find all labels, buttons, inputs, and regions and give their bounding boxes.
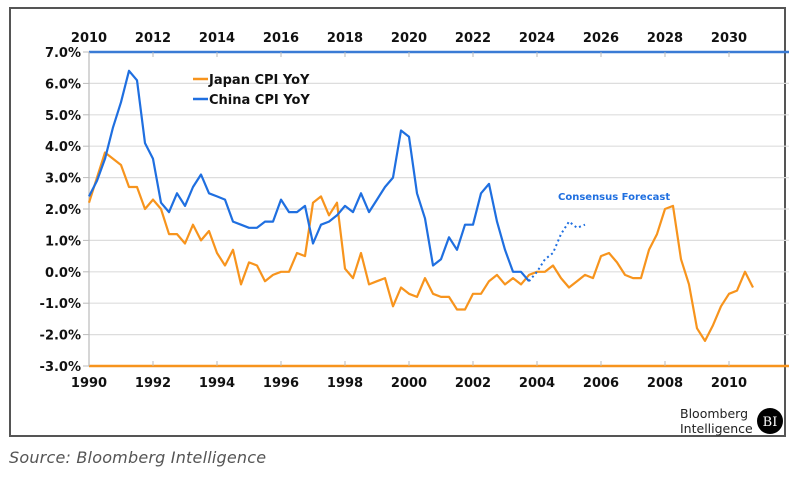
- y-tick-label: -1.0%: [40, 297, 81, 312]
- chart-frame: [9, 7, 786, 437]
- x-top-tick-label: 2026: [583, 31, 619, 46]
- y-tick-label: 5.0%: [45, 109, 81, 124]
- x-bottom-tick-label: 1998: [327, 376, 363, 391]
- bloomberg-logo: Bloomberg Intelligence BI: [680, 406, 783, 436]
- x-bottom-tick-label: 2000: [391, 376, 427, 391]
- forecast-annotation: Consensus Forecast: [558, 192, 670, 203]
- x-bottom-tick-label: 1992: [135, 376, 171, 391]
- x-top-tick-label: 2028: [647, 31, 683, 46]
- x-top-tick-label: 2018: [327, 31, 363, 46]
- y-tick-label: 3.0%: [45, 172, 81, 187]
- bi-badge-text: BI: [763, 415, 778, 430]
- x-bottom-tick-label: 2008: [647, 376, 683, 391]
- series-group: [87, 69, 754, 342]
- legend-label-china: China CPI YoY: [209, 93, 310, 108]
- y-axis: 7.0% 6.0% 5.0% 4.0% 3.0% 2.0% 1.0% 0.0% -1.0% -2.…: [40, 46, 89, 375]
- legend: Japan CPI YoY China CPI YoY: [193, 73, 310, 108]
- x-bottom-tick-label: 2006: [583, 376, 619, 391]
- y-tick-label: 0.0%: [45, 266, 81, 281]
- x-top-tick-label: 2022: [455, 31, 491, 46]
- y-tick-label: 7.0%: [45, 46, 81, 61]
- y-tick-label: 2.0%: [45, 203, 81, 218]
- y-tick-label: -3.0%: [40, 360, 81, 375]
- series-line-china-cpi-yoy: [88, 69, 530, 282]
- x-axis-top: 2010 2012 2014 2016 2018 2020 2022 2024 2026 2028…: [71, 31, 747, 57]
- x-bottom-tick-label: 2004: [519, 376, 555, 391]
- series-line-china-cpi-consensus-forecast: [528, 220, 586, 282]
- series-line-japan-cpi-yoy: [87, 151, 754, 342]
- x-top-tick-label: 2024: [519, 31, 555, 46]
- x-top-tick-label: 2016: [263, 31, 299, 46]
- y-tick-label: 6.0%: [45, 77, 81, 92]
- bi-badge-icon: [757, 408, 783, 434]
- y-tick-label: -2.0%: [40, 329, 81, 344]
- x-top-tick-label: 2010: [71, 31, 107, 46]
- logo-line2: Intelligence: [680, 421, 753, 436]
- y-tick-label: 4.0%: [45, 140, 81, 155]
- x-bottom-tick-label: 2010: [711, 376, 747, 391]
- x-bottom-tick-label: 1994: [199, 376, 235, 391]
- x-top-tick-label: 2020: [391, 31, 427, 46]
- x-bottom-tick-label: 2002: [455, 376, 491, 391]
- x-top-tick-label: 2030: [711, 31, 747, 46]
- y-tick-label: 1.0%: [45, 234, 81, 249]
- x-top-tick-label: 2012: [135, 31, 171, 46]
- grid: [88, 50, 789, 368]
- x-bottom-tick-label: 1990: [71, 376, 107, 391]
- source-note: Source: Bloomberg Intelligence: [9, 448, 267, 467]
- logo-line1: Bloomberg: [680, 406, 748, 421]
- x-top-tick-label: 2014: [199, 31, 235, 46]
- legend-label-japan: Japan CPI YoY: [208, 73, 310, 88]
- x-axis-bottom: 1990 1992 1994 1996 1998 2000 2002 2004 2006 2008…: [71, 361, 747, 391]
- x-bottom-tick-label: 1996: [263, 376, 299, 391]
